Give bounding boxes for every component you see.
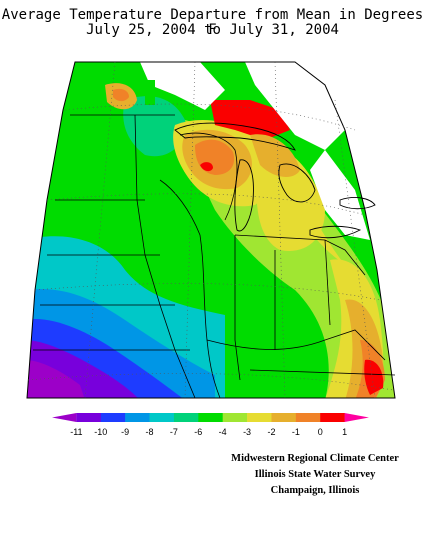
temperature-field [27,62,395,398]
legend-color-3 [125,413,150,422]
legend-color-11 [320,413,345,422]
temperature-departure-map [26,61,396,399]
legend-tick-label: -11 [70,427,82,437]
legend-color-9 [271,413,297,422]
legend-tick-label: -4 [219,427,227,437]
legend-tick-label: 0 [318,427,323,437]
legend-tick-label: -1 [292,427,300,437]
legend-color-6 [198,413,223,422]
credit-line-2: Illinois State Water Survey [254,469,376,480]
legend-tick-label: -7 [170,427,178,437]
credit-line-3: Champaign, Illinois [270,485,360,496]
legend-tick-label: 1 [342,427,347,437]
graticule [27,61,394,399]
legend-color-1 [76,413,102,422]
color-legend: -11 -10 -9 -8 -7 -6 -4 -3 -2 -1 0 1 [52,413,369,437]
legend-color-8 [247,413,272,422]
legend-color-0 [52,413,77,422]
great-lakes [174,122,376,239]
legend-tick-label: -10 [94,427,107,437]
legend-tick-label: -3 [243,427,251,437]
legend-color-10 [295,413,321,422]
legend-color-7 [222,413,248,422]
legend-color-4 [149,413,175,422]
legend-tick-label: -6 [194,427,202,437]
map-title: Average Temperature Departure from Mean … [1,7,424,38]
state-boundaries [26,61,396,399]
map-date-range: July 25, 2004 to July 31, 2004 [86,22,339,38]
legend-color-5 [173,413,199,422]
legend-tick-label: -9 [121,427,129,437]
credit-line-1: Midwestern Regional Climate Center [231,453,399,464]
legend-tick-label: -8 [146,427,154,437]
legend-tick-label: -2 [267,427,275,437]
legend-color-2 [100,413,126,422]
legend-color-12 [344,413,369,422]
